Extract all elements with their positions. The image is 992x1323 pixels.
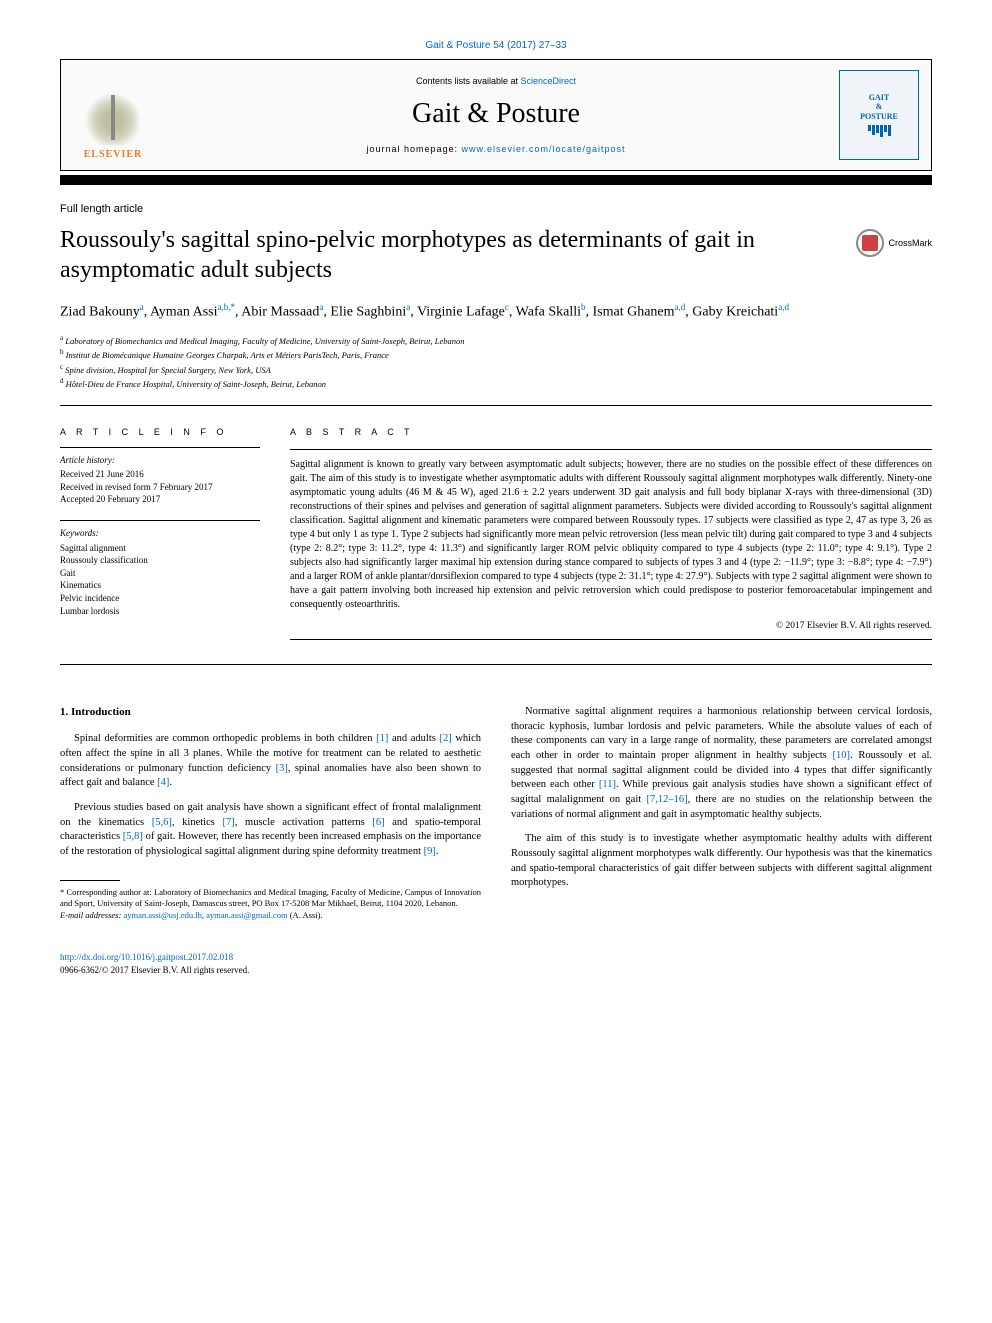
keyword: Sagittal alignment: [60, 542, 260, 555]
homepage-prefix: journal homepage:: [366, 144, 461, 154]
contents-line: Contents lists available at ScienceDirec…: [173, 76, 819, 86]
ref-link[interactable]: [11]: [599, 779, 616, 790]
cover-bars-icon: [868, 125, 891, 137]
crossmark-label: CrossMark: [888, 238, 932, 248]
affiliation-a: a Laboratory of Biomechanics and Medical…: [60, 333, 932, 348]
email-link[interactable]: ayman.assi@usj.edu.lb: [123, 910, 201, 920]
article-info: A R T I C L E I N F O Article history: R…: [60, 426, 260, 640]
page: Gait & Posture 54 (2017) 27–33 ELSEVIER …: [0, 0, 992, 1016]
crossmark-badge[interactable]: CrossMark: [856, 229, 932, 257]
affiliation-d: d Hôtel-Dieu de France Hospital, Univers…: [60, 376, 932, 391]
section-heading: 1. Introduction: [60, 705, 481, 720]
crossmark-icon: [856, 229, 884, 257]
elsevier-label: ELSEVIER: [84, 149, 143, 160]
journal-title: Gait & Posture: [173, 98, 819, 130]
email-label: E-mail addresses:: [60, 910, 123, 920]
divider: [60, 405, 932, 406]
affiliation-b: b Institut de Biomécanique Humaine Georg…: [60, 347, 932, 362]
left-column: 1. Introduction Spinal deformities are c…: [60, 705, 481, 921]
sciencedirect-link[interactable]: ScienceDirect: [521, 76, 577, 86]
abstract-heading: A B S T R A C T: [290, 426, 932, 439]
right-column: Normative sagittal alignment requires a …: [511, 705, 932, 921]
keyword: Pelvic incidence: [60, 592, 260, 605]
intro-p4: The aim of this study is to investigate …: [511, 832, 932, 891]
ref-link[interactable]: [6]: [372, 817, 384, 828]
corr-text: * Corresponding author at: Laboratory of…: [60, 887, 481, 910]
footnote-separator: [60, 880, 120, 881]
article-title: Roussouly's sagittal spino-pelvic morpho…: [60, 225, 836, 285]
keywords-label: Keywords:: [60, 527, 260, 540]
revised-date: Received in revised form 7 February 2017: [60, 481, 260, 494]
header-divider: [60, 175, 932, 185]
ref-link[interactable]: [5,6]: [152, 817, 172, 828]
contents-prefix: Contents lists available at: [416, 76, 521, 86]
doi-block: http://dx.doi.org/10.1016/j.gaitpost.201…: [60, 951, 932, 976]
email-link[interactable]: ayman.assi@gmail.com: [206, 910, 287, 920]
abstract-copyright: © 2017 Elsevier B.V. All rights reserved…: [290, 620, 932, 633]
keywords-block: Keywords: Sagittal alignment Roussouly c…: [60, 527, 260, 617]
email-line: E-mail addresses: ayman.assi@usj.edu.lb,…: [60, 910, 481, 921]
issn-line: 0966-6362/© 2017 Elsevier B.V. All right…: [60, 964, 932, 977]
info-abstract-row: A R T I C L E I N F O Article history: R…: [60, 426, 932, 640]
ref-link[interactable]: [7,12–16]: [646, 794, 687, 805]
top-citation: Gait & Posture 54 (2017) 27–33: [60, 40, 932, 51]
homepage-line: journal homepage: www.elsevier.com/locat…: [173, 144, 819, 154]
intro-p3: Normative sagittal alignment requires a …: [511, 705, 932, 823]
header-center: Contents lists available at ScienceDirec…: [153, 76, 839, 154]
article-info-heading: A R T I C L E I N F O: [60, 426, 260, 439]
keyword: Roussouly classification: [60, 554, 260, 567]
abstract-text: Sagittal alignment is known to greatly v…: [290, 458, 932, 612]
ref-link[interactable]: [4]: [157, 777, 169, 788]
keyword: Kinematics: [60, 579, 260, 592]
ref-link[interactable]: [1]: [376, 733, 388, 744]
abstract: A B S T R A C T Sagittal alignment is kn…: [290, 426, 932, 640]
ref-link[interactable]: [9]: [424, 846, 436, 857]
journal-cover: GAIT&POSTURE: [839, 70, 919, 160]
title-row: Roussouly's sagittal spino-pelvic morpho…: [60, 225, 932, 285]
corresponding-author: * Corresponding author at: Laboratory of…: [60, 887, 481, 921]
ref-link[interactable]: [5,8]: [123, 831, 143, 842]
divider: [60, 664, 932, 665]
accepted-date: Accepted 20 February 2017: [60, 493, 260, 506]
history-label: Article history:: [60, 454, 260, 467]
authors: Ziad Bakounya, Ayman Assia,b,*, Abir Mas…: [60, 301, 932, 323]
affiliation-c: c Spine division, Hospital for Special S…: [60, 362, 932, 377]
cover-title: GAIT&POSTURE: [860, 93, 898, 122]
article-history: Article history: Received 21 June 2016 R…: [60, 454, 260, 506]
ref-link[interactable]: [3]: [276, 763, 288, 774]
keyword: Lumbar lordosis: [60, 605, 260, 618]
body-columns: 1. Introduction Spinal deformities are c…: [60, 705, 932, 921]
homepage-url[interactable]: www.elsevier.com/locate/gaitpost: [462, 144, 626, 154]
doi-link[interactable]: http://dx.doi.org/10.1016/j.gaitpost.201…: [60, 951, 932, 964]
ref-link[interactable]: [7]: [223, 817, 235, 828]
affiliations: a Laboratory of Biomechanics and Medical…: [60, 333, 932, 391]
ref-link[interactable]: [10]: [833, 750, 851, 761]
journal-header: ELSEVIER Contents lists available at Sci…: [60, 59, 932, 171]
article-type: Full length article: [60, 203, 932, 215]
received-date: Received 21 June 2016: [60, 468, 260, 481]
intro-p2: Previous studies based on gait analysis …: [60, 801, 481, 860]
elsevier-tree-icon: [83, 85, 143, 145]
ref-link[interactable]: [2]: [439, 733, 451, 744]
intro-p1: Spinal deformities are common orthopedic…: [60, 732, 481, 791]
keyword: Gait: [60, 567, 260, 580]
publisher-logo: ELSEVIER: [73, 70, 153, 160]
